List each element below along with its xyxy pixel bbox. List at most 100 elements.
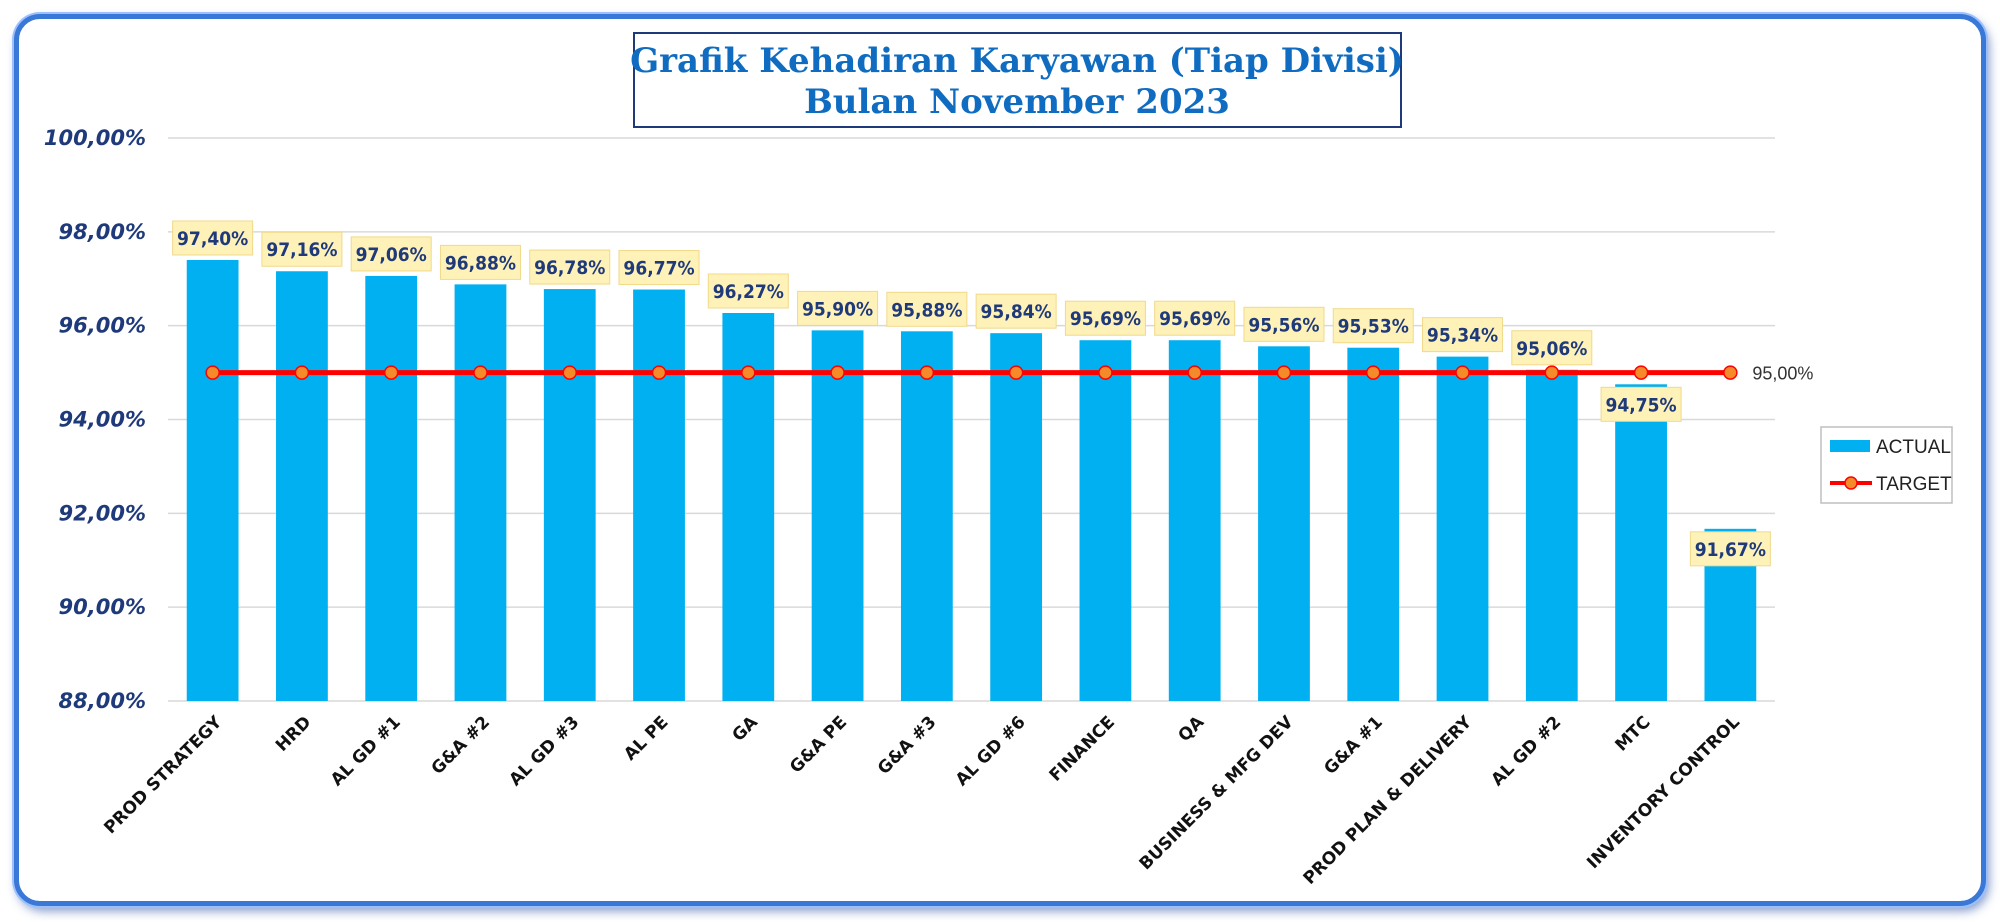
x-tick-label: AL GD #2 xyxy=(1488,712,1566,790)
data-label-box xyxy=(261,231,343,267)
bar xyxy=(365,275,418,701)
data-label-text: 95,34% xyxy=(1427,325,1498,347)
target-marker xyxy=(205,365,220,380)
data-label: 96,27% xyxy=(707,273,789,309)
x-tick-label: G&A #2 xyxy=(428,712,494,778)
data-label-box xyxy=(975,293,1057,329)
x-tick-label: INVENTORY CONTROL xyxy=(1583,712,1744,873)
data-label-box xyxy=(172,220,254,256)
bar xyxy=(990,333,1043,701)
x-tick-label: G&A #1 xyxy=(1320,712,1386,778)
target-marker xyxy=(1008,365,1024,380)
data-label: 91,67% xyxy=(1689,531,1771,567)
x-tick-label: BUSINESS & MFG DEV xyxy=(1136,712,1298,874)
data-label-text: 95,53% xyxy=(1338,316,1409,338)
data-label: 95,90% xyxy=(797,290,879,326)
target-marker xyxy=(294,365,310,380)
y-tick-label: 98,00% xyxy=(59,220,146,244)
chart-title-line1: Grafik Kehadiran Karyawan (Tiap Divisi) xyxy=(630,41,1404,81)
target-marker xyxy=(1187,365,1202,380)
data-label-box xyxy=(1511,330,1593,366)
x-tick-label: GA xyxy=(729,712,763,746)
bar xyxy=(1258,346,1310,701)
data-label-text: 96,88% xyxy=(445,252,516,274)
data-label-box xyxy=(350,236,432,272)
data-label-box xyxy=(529,249,611,285)
legend-marker-target xyxy=(1844,476,1858,490)
x-tick-label: G&A #3 xyxy=(874,712,940,778)
data-label: 96,77% xyxy=(618,250,700,286)
x-tick-label: FINANCE xyxy=(1046,712,1119,785)
data-labels: 97,40% 97,16% 97,06% 96,88% 96,78% 96,77% 96,2… xyxy=(172,220,1771,567)
target-marker xyxy=(1633,365,1649,380)
data-label: 96,78% xyxy=(529,249,611,285)
target-marker xyxy=(1455,365,1470,380)
x-tick-label: G&A PE xyxy=(786,712,851,777)
bar xyxy=(1525,369,1578,701)
gridlines xyxy=(168,137,1775,702)
data-label-box xyxy=(618,250,700,286)
x-tick-label: AL PE xyxy=(620,712,672,764)
bar xyxy=(543,289,596,701)
data-label-text: 91,67% xyxy=(1695,539,1766,561)
data-label-text: 97,40% xyxy=(177,228,248,250)
target-marker xyxy=(1098,365,1113,380)
bar xyxy=(633,289,685,701)
data-label-box xyxy=(1422,317,1504,353)
data-label-box xyxy=(1154,300,1236,336)
data-label: 95,34% xyxy=(1422,317,1504,353)
y-tick-label: 88,00% xyxy=(59,689,146,713)
x-axis-ticks: PROD STRATEGY HRD AL GD #1 G&A #2 AL GD #3 AL… xyxy=(100,712,1744,889)
data-label: 97,06% xyxy=(350,236,432,272)
bar xyxy=(454,284,507,701)
target-marker xyxy=(562,365,577,380)
data-label: 95,56% xyxy=(1243,306,1325,342)
bar xyxy=(1436,356,1489,701)
data-label: 95,06% xyxy=(1511,330,1593,366)
bar xyxy=(1615,384,1667,701)
x-tick-label: AL GD #1 xyxy=(327,712,405,790)
data-label-text: 97,16% xyxy=(266,239,337,261)
bar xyxy=(811,330,864,701)
bar xyxy=(276,271,328,701)
bar xyxy=(1347,347,1400,701)
data-label: 94,75% xyxy=(1600,386,1682,422)
data-label: 96,88% xyxy=(439,244,521,280)
data-label-text: 94,75% xyxy=(1605,394,1676,416)
data-label-box xyxy=(1064,300,1146,336)
target-marker xyxy=(383,365,399,380)
x-tick-label: PROD PLAN & DELIVERY xyxy=(1300,712,1477,889)
data-label-text: 95,06% xyxy=(1516,338,1587,360)
x-tick-label: QA xyxy=(1175,712,1209,746)
legend: ACTUAL TARGET xyxy=(1820,426,1953,504)
bar xyxy=(1168,340,1221,701)
target-marker xyxy=(919,365,935,380)
data-label-box xyxy=(1689,531,1771,567)
data-label-box xyxy=(797,290,879,326)
data-label: 95,88% xyxy=(886,291,968,327)
data-label-text: 95,84% xyxy=(981,301,1052,323)
data-label-box xyxy=(1600,386,1682,422)
data-label-text: 96,27% xyxy=(713,281,784,303)
y-tick-label: 90,00% xyxy=(59,595,146,619)
target-marker xyxy=(473,365,488,380)
target-marker xyxy=(830,365,845,380)
data-label-box xyxy=(1243,306,1325,342)
data-label-box xyxy=(886,291,968,327)
x-tick-label: HRD xyxy=(272,712,315,755)
data-label: 95,84% xyxy=(975,293,1057,329)
legend-label-target: TARGET xyxy=(1876,474,1952,495)
data-label: 97,16% xyxy=(261,231,343,267)
data-label-text: 95,90% xyxy=(802,298,873,320)
data-label-text: 97,06% xyxy=(356,244,427,266)
data-label-text: 95,88% xyxy=(891,299,962,321)
data-label-text: 96,77% xyxy=(623,258,694,280)
data-label: 95,69% xyxy=(1064,300,1146,336)
data-label-box xyxy=(439,244,521,280)
bars xyxy=(186,259,1757,701)
target-marker xyxy=(651,365,667,380)
target-value-label: 95,00% xyxy=(1752,364,1813,384)
target-marker xyxy=(1723,365,1738,380)
x-tick-label: AL GD #3 xyxy=(506,712,584,790)
